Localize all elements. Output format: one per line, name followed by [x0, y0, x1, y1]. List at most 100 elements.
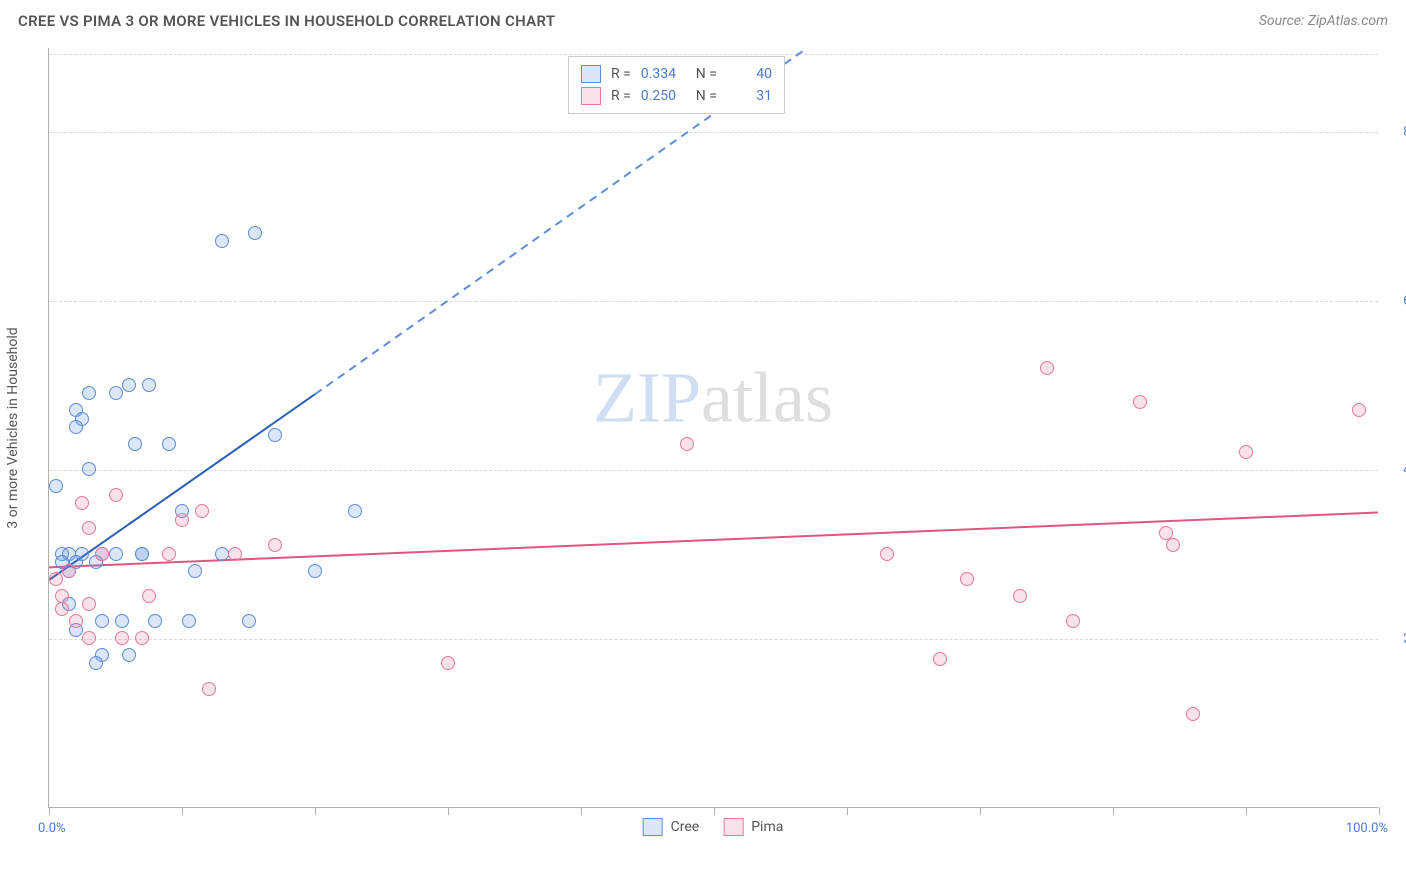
y-tick-label: 60.0% — [1383, 294, 1406, 309]
r-label: R = — [611, 66, 631, 82]
x-tick — [49, 807, 50, 815]
pima-point — [69, 614, 83, 628]
pima-point — [115, 631, 129, 645]
pima-point — [82, 521, 96, 535]
cree-point — [188, 564, 202, 578]
pima-point — [109, 488, 123, 502]
y-axis-title: 3 or more Vehicles in Household — [5, 327, 21, 528]
cree-point — [95, 648, 109, 662]
x-axis-max-label: 100.0% — [1346, 821, 1388, 836]
cree-point — [348, 504, 362, 518]
legend-label: Cree — [671, 819, 700, 835]
legend-item-cree: Cree — [643, 818, 700, 836]
cree-point — [215, 547, 229, 561]
cree-point — [75, 412, 89, 426]
gridline — [49, 470, 1378, 471]
pima-point — [95, 547, 109, 561]
pima-point — [960, 572, 974, 586]
stats-row: R = 0.334 N = 40 — [581, 63, 772, 85]
y-tick-label: 80.0% — [1383, 125, 1406, 140]
cree-point — [162, 437, 176, 451]
x-tick — [448, 807, 449, 815]
legend-label: Pima — [751, 819, 783, 835]
pima-point — [1186, 707, 1200, 721]
pima-point — [1352, 403, 1366, 417]
gridline — [49, 132, 1378, 133]
pima-trend-line — [49, 512, 1378, 567]
pima-point — [195, 504, 209, 518]
r-value: 0.250 — [641, 88, 686, 104]
cree-point — [49, 479, 63, 493]
cree-point — [142, 378, 156, 392]
trend-lines — [49, 48, 1378, 807]
n-label: N = — [696, 88, 717, 104]
cree-point — [82, 386, 96, 400]
pima-point — [62, 564, 76, 578]
pima-point — [55, 589, 69, 603]
x-tick — [980, 807, 981, 815]
x-axis-min-label: 0.0% — [38, 821, 66, 836]
legend-item-pima: Pima — [723, 818, 783, 836]
pima-point — [55, 602, 69, 616]
x-tick — [581, 807, 582, 815]
pima-point — [880, 547, 894, 561]
legend-swatch — [643, 818, 663, 836]
x-tick — [315, 807, 316, 815]
stats-swatch — [581, 87, 601, 105]
cree-point — [268, 428, 282, 442]
pima-point — [82, 631, 96, 645]
pima-point — [933, 652, 947, 666]
cree-point — [182, 614, 196, 628]
x-tick — [1113, 807, 1114, 815]
cree-point — [109, 547, 123, 561]
pima-point — [228, 547, 242, 561]
cree-point — [95, 614, 109, 628]
pima-point — [162, 547, 176, 561]
plot-area: 20.0%40.0%60.0%80.0% — [48, 48, 1378, 808]
series-legend: Cree Pima — [643, 818, 784, 836]
r-value: 0.334 — [641, 66, 686, 82]
cree-point — [148, 614, 162, 628]
chart-container: 20.0%40.0%60.0%80.0% 3 or more Vehicles … — [48, 48, 1378, 808]
pima-point — [142, 589, 156, 603]
r-label: R = — [611, 88, 631, 104]
pima-point — [175, 513, 189, 527]
cree-point — [215, 234, 229, 248]
pima-point — [49, 572, 63, 586]
source-attribution: Source: ZipAtlas.com — [1259, 13, 1388, 29]
cree-point — [82, 462, 96, 476]
pima-point — [1166, 538, 1180, 552]
pima-point — [1066, 614, 1080, 628]
n-label: N = — [696, 66, 717, 82]
n-value: 40 — [727, 66, 772, 82]
cree-point — [135, 547, 149, 561]
x-tick — [847, 807, 848, 815]
pima-point — [135, 631, 149, 645]
y-tick-label: 20.0% — [1383, 632, 1406, 647]
pima-point — [1239, 445, 1253, 459]
pima-point — [202, 682, 216, 696]
gridline — [49, 301, 1378, 302]
x-tick — [714, 807, 715, 815]
stats-row: R = 0.250 N = 31 — [581, 85, 772, 107]
cree-point — [122, 648, 136, 662]
stats-legend-box: R = 0.334 N = 40 R = 0.250 N = 31 — [568, 56, 785, 114]
pima-point — [82, 597, 96, 611]
pima-point — [1040, 361, 1054, 375]
cree-point — [308, 564, 322, 578]
cree-point — [122, 378, 136, 392]
x-tick — [1379, 807, 1380, 815]
pima-point — [680, 437, 694, 451]
gridline — [49, 54, 1378, 55]
gridline — [49, 639, 1378, 640]
y-tick-label: 40.0% — [1383, 463, 1406, 478]
cree-point — [115, 614, 129, 628]
n-value: 31 — [727, 88, 772, 104]
pima-point — [1133, 395, 1147, 409]
cree-point — [109, 386, 123, 400]
pima-point — [75, 496, 89, 510]
x-tick — [182, 807, 183, 815]
cree-point — [128, 437, 142, 451]
cree-point — [75, 547, 89, 561]
pima-point — [1013, 589, 1027, 603]
